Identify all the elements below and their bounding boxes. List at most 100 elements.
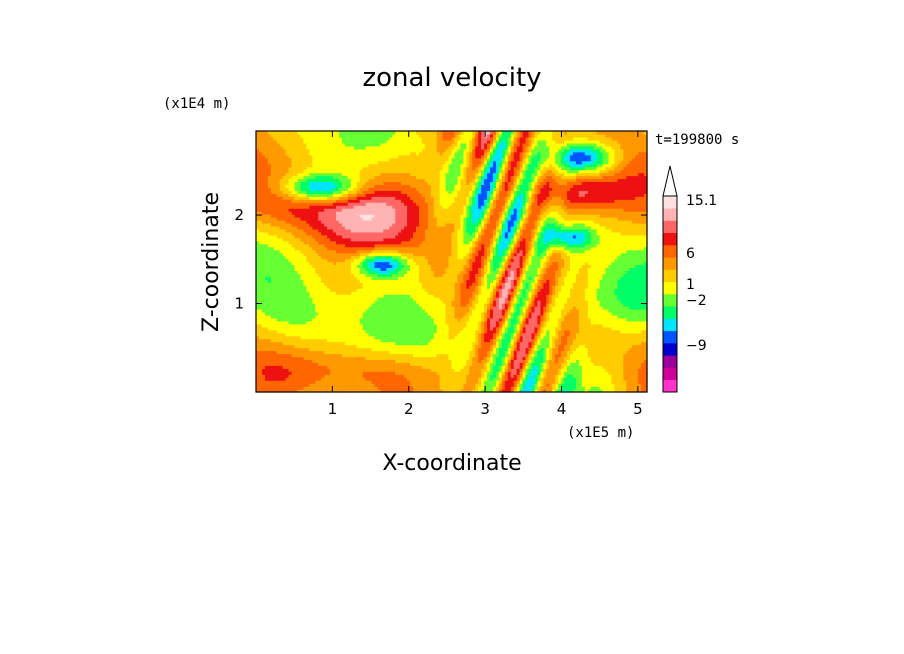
contour-cell: [327, 344, 331, 349]
contour-cell: [632, 353, 636, 358]
contour-cell: [291, 389, 296, 393]
contour-cell: [427, 353, 432, 358]
contour-cell: [638, 344, 642, 349]
contour-cell: [421, 291, 426, 295]
contour-cell: [356, 389, 361, 393]
contour-cell: [460, 291, 464, 295]
contour-cell: [350, 374, 355, 378]
contour-cell: [525, 383, 530, 387]
contour-cell: [596, 353, 601, 358]
contour-cell: [285, 386, 290, 390]
contour-cell: [555, 371, 559, 375]
contour-cell: [504, 389, 509, 393]
contour-cell: [620, 380, 624, 384]
contour-cell: [590, 386, 595, 390]
contour-cell: [353, 380, 358, 384]
contour-cell: [460, 308, 464, 313]
contour-cell: [392, 332, 396, 337]
contour-cell: [347, 374, 352, 378]
contour-cell: [463, 317, 467, 322]
contour-cell: [309, 305, 313, 310]
contour-cell: [638, 380, 642, 384]
contour-cell: [404, 297, 408, 301]
contour-cell: [599, 332, 604, 337]
contour-cell: [490, 341, 494, 346]
contour-cell: [478, 311, 482, 316]
contour-cell: [380, 291, 384, 295]
contour-cell: [587, 389, 592, 393]
contour-cell: [347, 341, 352, 346]
contour-cell: [312, 300, 316, 304]
contour-cell: [300, 291, 304, 295]
contour-cell: [439, 311, 444, 316]
contour-cell: [564, 314, 568, 319]
contour-cell: [421, 317, 426, 322]
contour-cell: [469, 374, 473, 378]
contour-cell: [581, 305, 586, 310]
contour-cell: [285, 368, 290, 372]
contour-cell: [635, 320, 639, 325]
contour-cell: [632, 335, 636, 340]
contour-cell: [321, 338, 325, 343]
contour-cell: [513, 308, 518, 313]
contour-cell: [519, 294, 524, 298]
contour-cell: [555, 294, 559, 298]
contour-cell: [294, 389, 299, 393]
contour-cell: [418, 374, 423, 378]
contour-cell: [362, 305, 367, 310]
contour-cell: [264, 320, 269, 325]
contour-cell: [418, 335, 423, 340]
contour-cell: [267, 303, 272, 307]
contour-cell: [534, 326, 538, 331]
contour-cell: [617, 344, 621, 349]
contour-cell: [644, 303, 648, 307]
contour-cell: [303, 329, 307, 334]
contour-cell: [599, 356, 604, 360]
contour-cell: [445, 359, 450, 363]
contour-cell: [404, 353, 408, 358]
contour-cell: [374, 311, 379, 316]
contour-cell: [584, 377, 589, 381]
contour-cell: [581, 356, 586, 360]
contour-cell: [374, 320, 379, 325]
contour-cell: [430, 383, 435, 387]
contour-cell: [330, 377, 334, 381]
contour-cell: [614, 335, 618, 340]
contour-cell: [632, 300, 636, 304]
contour-cell: [537, 311, 541, 316]
contour-cell: [561, 386, 565, 390]
contour-cell: [407, 335, 411, 340]
contour-cell: [641, 353, 645, 358]
contour-cell: [276, 305, 281, 310]
contour-cell: [267, 317, 272, 322]
contour-cell: [567, 356, 571, 360]
contour-cell: [457, 335, 461, 340]
contour-cell: [575, 368, 580, 372]
contour-cell: [578, 297, 583, 301]
contour-cell: [507, 389, 512, 393]
contour-cell: [602, 305, 607, 310]
contour-cell: [561, 311, 565, 316]
contour-cell: [362, 359, 367, 363]
contour-cell: [641, 389, 645, 393]
contour-cell: [567, 311, 571, 316]
contour-cell: [321, 344, 325, 349]
contour-cell: [383, 320, 387, 325]
contour-cell: [540, 332, 544, 337]
contour-cell: [407, 383, 411, 387]
contour-cell: [276, 350, 281, 355]
contour-cell: [534, 294, 538, 298]
contour-cell: [264, 332, 269, 337]
contour-cell: [291, 297, 296, 301]
contour-cell: [632, 374, 636, 378]
contour-cell: [638, 305, 642, 310]
contour-cell: [519, 335, 524, 340]
contour-cell: [617, 356, 621, 360]
contour-cell: [445, 300, 450, 304]
contour-cell: [632, 359, 636, 363]
contour-cell: [273, 326, 278, 331]
contour-cell: [415, 371, 420, 375]
contour-cell: [389, 347, 393, 352]
contour-cell: [463, 371, 467, 375]
contour-cell: [463, 297, 467, 301]
